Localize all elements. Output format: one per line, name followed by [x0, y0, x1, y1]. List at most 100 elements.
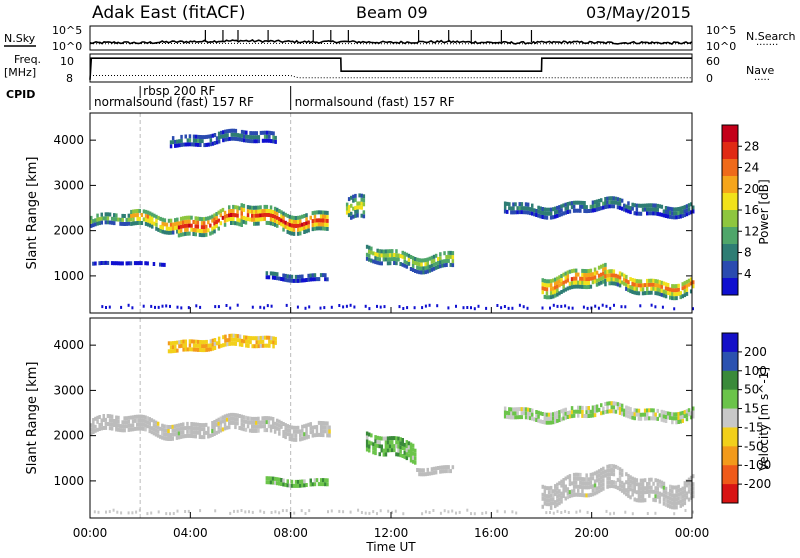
- heatmap-cell: [376, 512, 378, 515]
- heatmap-cell: [274, 510, 276, 513]
- heatmap-cell: [511, 510, 513, 513]
- heatmap-cell: [515, 512, 517, 515]
- heatmap-cell: [588, 281, 591, 285]
- heatmap-cell: [263, 306, 265, 309]
- heatmap-cell: [365, 512, 367, 515]
- heatmap-cell: [177, 510, 179, 513]
- heatmap-cell: [606, 510, 608, 513]
- heatmap-cell: [466, 509, 468, 512]
- heatmap-cell: [588, 406, 591, 410]
- heatmap-cell: [326, 227, 329, 231]
- heatmap-cell: [684, 501, 687, 505]
- heatmap-cell: [370, 247, 373, 251]
- heatmap-cell: [642, 495, 645, 499]
- heatmap-cell: [560, 305, 562, 308]
- heatmap-cell: [117, 416, 120, 420]
- heatmap-cell: [199, 431, 202, 435]
- heatmap-cell: [395, 261, 398, 265]
- heatmap-cell: [109, 213, 112, 217]
- heatmap-cell: [184, 510, 186, 513]
- heatmap-cell: [575, 269, 578, 273]
- heatmap-cell: [443, 251, 446, 255]
- heatmap-cell: [155, 223, 158, 227]
- heatmap-cell: [545, 511, 547, 514]
- heatmap-cell: [320, 307, 322, 310]
- heatmap-cell: [659, 500, 662, 504]
- heatmap-cell: [575, 511, 577, 514]
- heatmap-cell: [463, 306, 465, 309]
- heatmap-cell: [370, 433, 373, 437]
- heatmap-cell: [374, 451, 377, 455]
- heatmap-cell: [218, 337, 221, 341]
- heatmap-cell: [363, 202, 366, 206]
- colorbar-swatch: [722, 371, 738, 390]
- heatmap-cell: [631, 207, 634, 211]
- cpid-segment-label: rbsp 200 RF: [143, 84, 215, 98]
- heatmap-cell: [531, 204, 534, 208]
- heatmap-cell: [613, 304, 615, 307]
- heatmap-cell: [257, 222, 260, 226]
- heatmap-cell: [324, 273, 327, 277]
- heatmap-cell: [585, 205, 588, 209]
- heatmap-cell: [256, 131, 259, 135]
- heatmap-cell: [391, 249, 394, 253]
- heatmap-cell: [452, 251, 455, 255]
- heatmap-cell: [270, 429, 273, 433]
- heatmap-cell: [650, 486, 653, 490]
- heatmap-cell: [634, 416, 637, 420]
- heatmap-cell: [307, 228, 310, 232]
- power-y-axis-label: Slant Range [km]: [25, 157, 40, 270]
- heatmap-cell: [130, 261, 133, 265]
- heatmap-cell: [647, 512, 649, 515]
- heatmap-cell: [470, 306, 472, 309]
- heatmap-cell: [608, 476, 611, 480]
- heatmap-cell: [393, 448, 396, 452]
- heatmap-cell: [139, 209, 142, 213]
- heatmap-cell: [549, 511, 551, 514]
- heatmap-cell: [650, 478, 653, 482]
- heatmap-cell: [686, 417, 689, 421]
- heatmap-cell: [677, 284, 680, 288]
- heatmap-cell: [445, 263, 448, 267]
- heatmap-cell: [379, 257, 382, 261]
- heatmap-cell: [229, 307, 231, 310]
- heatmap-cell: [356, 214, 359, 218]
- heatmap-cell: [239, 335, 242, 339]
- heatmap-cell: [435, 470, 438, 474]
- heatmap-cell: [395, 510, 397, 513]
- heatmap-cell: [455, 512, 457, 515]
- colorbar-swatch: [722, 427, 738, 446]
- heatmap-cell: [573, 205, 576, 209]
- heatmap-cell: [665, 419, 668, 423]
- heatmap-cell: [379, 452, 382, 456]
- heatmap-cell: [671, 420, 674, 424]
- heatmap-cell: [247, 344, 250, 348]
- heatmap-cell: [258, 135, 261, 139]
- heatmap-cell: [444, 509, 446, 512]
- heatmap-cell: [245, 221, 248, 225]
- heatmap-cell: [598, 307, 600, 310]
- heatmap-cell: [602, 487, 605, 491]
- heatmap-cell: [361, 511, 363, 514]
- heatmap-cell: [583, 306, 585, 309]
- heatmap-cell: [657, 409, 660, 413]
- heatmap-cell: [94, 262, 97, 266]
- heatmap-cell: [615, 410, 618, 414]
- heatmap-cell: [305, 483, 308, 487]
- heatmap-cell: [519, 304, 521, 307]
- heatmap-cell: [201, 139, 204, 143]
- heatmap-cell: [560, 500, 563, 504]
- heatmap-cell: [644, 478, 647, 482]
- heatmap-cell: [474, 307, 476, 310]
- heatmap-cell: [485, 307, 487, 310]
- heatmap-cell: [293, 232, 296, 236]
- heatmap-cell: [271, 305, 273, 308]
- heatmap-cell: [331, 306, 333, 309]
- heatmap-cell: [243, 204, 246, 208]
- heatmap-cell: [500, 306, 502, 309]
- heatmap-cell: [504, 407, 507, 411]
- heatmap-cell: [350, 304, 352, 307]
- heatmap-cell: [232, 209, 235, 213]
- heatmap-cell: [213, 229, 216, 233]
- heatmap-cell: [162, 305, 164, 308]
